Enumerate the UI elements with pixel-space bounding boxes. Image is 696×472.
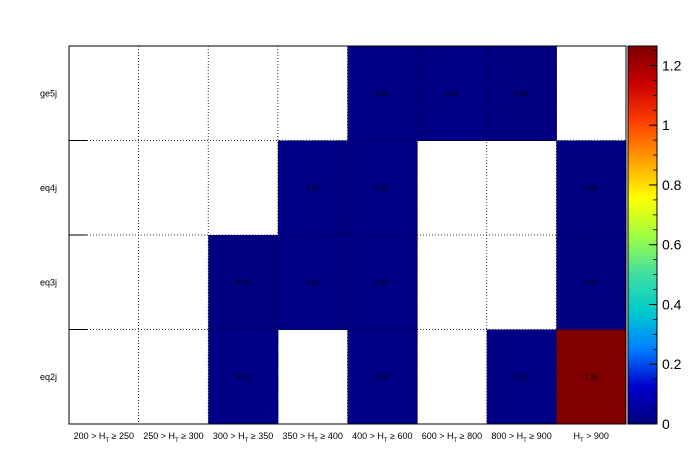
color-bar-tick-label: 0.8 <box>662 177 682 193</box>
heatmap-cell <box>556 235 627 330</box>
cell-value-label: 0.00 <box>236 280 250 287</box>
heatmap-cell <box>556 329 627 425</box>
color-bar-gradient <box>627 45 658 425</box>
cell-value-label: 0.01 <box>306 280 320 287</box>
heatmap-cell <box>347 140 418 236</box>
x-axis-tick-labels: 200 > HT ≥ 250 250 > HT ≥ 300 300 > HT ≥ 3… <box>74 431 609 444</box>
color-bar-tick-label: 0.6 <box>662 237 682 253</box>
color-bar-tick-label: 0 <box>662 416 670 432</box>
cell-value-label: 0.01 <box>376 185 390 192</box>
y-tick-label: eq2j <box>40 372 57 382</box>
y-tick-label: eq4j <box>40 183 57 193</box>
cell-value-label: 0.01 <box>445 91 459 98</box>
cell-value-label: 0.01 <box>515 374 529 381</box>
heatmap-cell <box>208 235 279 330</box>
x-tick-label: 400 > HT ≥ 600 <box>352 431 412 444</box>
heatmap-cell <box>556 140 627 236</box>
heatmap-cell <box>347 329 418 425</box>
heatmap-cell <box>208 329 279 425</box>
x-tick-label: 200 > HT ≥ 250 <box>74 431 134 444</box>
cell-value-label: 1.26 <box>584 374 598 381</box>
cell-value-labels: 0.01 0.01 0.00 0.01 0.01 0.00 0.00 0.01 0.01 0.00… <box>236 91 598 382</box>
heatmap-cell <box>277 235 348 330</box>
heatmap-cell <box>486 46 557 141</box>
color-bar-tick-label: 0.2 <box>662 356 682 372</box>
heatmap-cell <box>347 46 418 141</box>
cell-value-label: 0.01 <box>376 280 390 287</box>
heatmap-cell <box>417 46 488 141</box>
cell-value-label: 0.01 <box>306 185 320 192</box>
heatmap-cells <box>208 46 627 425</box>
color-bar-tick-label: 1.2 <box>662 57 682 73</box>
cell-value-label: 0.00 <box>515 91 529 98</box>
x-tick-label: 350 > HT ≥ 400 <box>282 431 342 444</box>
cell-value-label: 0.01 <box>376 91 390 98</box>
x-tick-label: 600 > HT ≥ 800 <box>422 431 482 444</box>
color-bar-tick-label: 1 <box>662 117 670 133</box>
axis-ticks <box>69 45 87 425</box>
y-tick-label: ge5j <box>40 88 57 98</box>
cell-value-label: 0.01 <box>376 374 390 381</box>
heatmap-cell <box>277 140 348 236</box>
heatmap-cell <box>347 235 418 330</box>
x-tick-label: HT > 900 <box>573 431 608 444</box>
cell-value-label: 0.00 <box>584 280 598 287</box>
x-tick-label: 300 > HT ≥ 350 <box>213 431 273 444</box>
grid-lines <box>69 46 626 424</box>
color-bar: 0 0.2 0.4 0.6 0.8 1 1.2 <box>627 45 682 432</box>
cell-value-label: 0.01 <box>236 374 250 381</box>
y-tick-label: eq3j <box>40 277 57 287</box>
x-tick-label: 800 > HT ≥ 900 <box>491 431 551 444</box>
y-axis-tick-labels: eq2j eq3j eq4j ge5j <box>40 88 57 382</box>
x-tick-label: 250 > HT ≥ 300 <box>143 431 203 444</box>
heatmap-cell <box>486 329 557 425</box>
cell-value-label: 0.00 <box>584 185 598 192</box>
color-bar-tick-label: 0.4 <box>662 296 682 312</box>
